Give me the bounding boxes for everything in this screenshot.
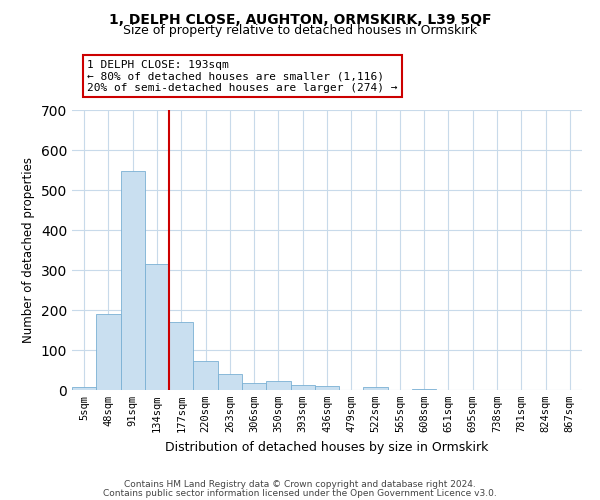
Bar [412,389,436,390]
Text: Contains HM Land Registry data © Crown copyright and database right 2024.: Contains HM Land Registry data © Crown c… [124,480,476,489]
Bar [72,387,96,390]
Bar [218,374,242,390]
Text: 1, DELPH CLOSE, AUGHTON, ORMSKIRK, L39 5QF: 1, DELPH CLOSE, AUGHTON, ORMSKIRK, L39 5… [109,12,491,26]
Bar [169,322,193,390]
Bar [121,171,145,390]
Y-axis label: Number of detached properties: Number of detached properties [22,157,35,343]
Text: Size of property relative to detached houses in Ormskirk: Size of property relative to detached ho… [123,24,477,37]
Bar [364,387,388,390]
Text: Contains public sector information licensed under the Open Government Licence v3: Contains public sector information licen… [103,489,497,498]
Bar [315,386,339,390]
Bar [145,264,169,390]
Bar [242,383,266,390]
X-axis label: Distribution of detached houses by size in Ormskirk: Distribution of detached houses by size … [166,440,488,454]
Bar [266,381,290,390]
Bar [193,361,218,390]
Text: 1 DELPH CLOSE: 193sqm
← 80% of detached houses are smaller (1,116)
20% of semi-d: 1 DELPH CLOSE: 193sqm ← 80% of detached … [88,60,398,93]
Bar [96,314,121,390]
Bar [290,385,315,390]
